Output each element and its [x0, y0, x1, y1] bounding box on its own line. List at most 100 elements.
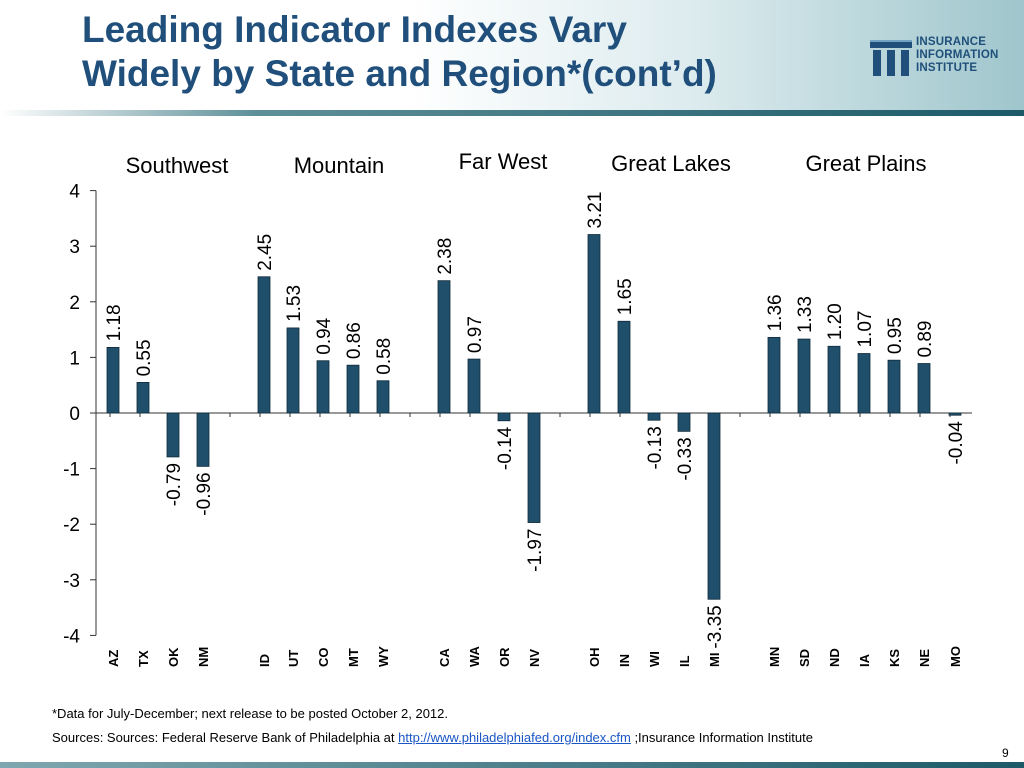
header-band — [0, 0, 1024, 112]
state-label: MI — [707, 653, 722, 667]
slide-title-line2: Widely by State and Region*(cont’d) — [82, 53, 717, 94]
state-label: IN — [617, 654, 632, 667]
footnote: *Data for July-December; next release to… — [52, 706, 448, 721]
state-label: SD — [797, 649, 812, 667]
data-label: 0.58 — [374, 338, 395, 375]
data-label: 0.55 — [134, 339, 155, 376]
state-label: AZ — [106, 650, 121, 667]
bar — [376, 380, 390, 414]
y-tick-label: -2 — [63, 515, 80, 536]
bar — [286, 327, 300, 414]
region-label: Mountain — [294, 153, 385, 178]
data-label: -3.35 — [705, 605, 726, 648]
data-label: -0.33 — [675, 437, 696, 480]
state-label: MN — [767, 647, 782, 667]
bar — [346, 364, 360, 414]
state-label: KS — [887, 649, 902, 667]
slide-title: Leading Indicator Indexes Vary Widely by… — [82, 8, 862, 96]
bar — [887, 359, 901, 414]
data-label: 1.36 — [765, 294, 786, 331]
data-label: 0.95 — [885, 317, 906, 354]
bar — [587, 234, 601, 414]
region-label: Great Plains — [805, 151, 926, 176]
state-label: MT — [346, 648, 361, 667]
state-label: NM — [196, 647, 211, 667]
state-label: WI — [647, 651, 662, 667]
region-label: Great Lakes — [611, 151, 731, 176]
sources-line: Sources: Sources: Federal Reserve Bank o… — [52, 730, 813, 745]
data-label: -0.96 — [194, 472, 215, 515]
bar — [917, 363, 931, 414]
data-label: 3.21 — [585, 192, 606, 229]
bar — [527, 412, 541, 523]
bar-chart: 4 3 2 1 0 -1 -2 -3 -4 Southwest 1.18 AZ 0.55 TX -0.79 O… — [63, 149, 972, 668]
data-label: -0.79 — [164, 463, 185, 506]
data-label: 1.20 — [825, 303, 846, 340]
bar — [857, 353, 871, 414]
data-label: 0.86 — [344, 322, 365, 359]
slide-title-line1: Leading Indicator Indexes Vary — [82, 9, 627, 50]
data-label: 1.07 — [855, 311, 876, 348]
state-label: WY — [376, 646, 391, 667]
state-label: IA — [857, 653, 872, 667]
bar — [437, 280, 451, 414]
y-tick-label: -4 — [63, 626, 80, 647]
bar — [136, 382, 150, 414]
state-label: ID — [257, 654, 272, 667]
data-label: 1.53 — [284, 285, 305, 322]
data-label: -1.97 — [525, 529, 546, 572]
state-label: NV — [527, 649, 542, 667]
y-tick-label: -1 — [63, 460, 80, 481]
data-label: 2.38 — [435, 238, 456, 275]
bar — [316, 360, 330, 414]
bar — [797, 338, 811, 414]
bar — [467, 358, 481, 414]
iii-logo-text: INSURANCE INFORMATION INSTITUTE — [916, 36, 998, 75]
sources-prefix: Sources: Sources: Federal Reserve Bank o… — [52, 730, 399, 745]
y-tick-label: -3 — [63, 571, 80, 592]
logo-line2: INFORMATION — [916, 49, 999, 61]
y-tick-label: 1 — [69, 348, 80, 369]
state-label: CO — [316, 648, 331, 668]
bar — [827, 345, 841, 414]
data-label: 2.45 — [255, 234, 276, 271]
y-tick-label: 3 — [69, 237, 80, 258]
bar — [106, 346, 120, 414]
bar — [257, 276, 271, 414]
state-label: IL — [677, 655, 692, 667]
data-label: 0.94 — [314, 317, 335, 354]
data-label: 0.97 — [465, 316, 486, 353]
state-label: WA — [467, 645, 482, 667]
logo-line1: INSURANCE — [916, 36, 987, 48]
footer-band — [0, 762, 1024, 768]
iii-logo: INSURANCE INFORMATION INSTITUTE — [868, 36, 1018, 80]
page-number: 9 — [1002, 746, 1009, 760]
bar — [617, 320, 631, 414]
state-label: CA — [437, 648, 452, 667]
data-label: -0.04 — [946, 421, 967, 465]
logo-line3: INSTITUTE — [916, 62, 978, 74]
bar — [677, 412, 691, 432]
data-label: -0.13 — [645, 426, 666, 469]
header-divider — [0, 110, 1024, 116]
y-tick-label: 2 — [69, 293, 80, 314]
region-label: Southwest — [126, 153, 229, 178]
bar — [196, 412, 210, 467]
state-label: OK — [166, 647, 181, 667]
state-label: ND — [827, 648, 842, 667]
bar — [767, 336, 781, 414]
region-label: Far West — [459, 149, 548, 174]
data-label: 1.18 — [104, 304, 125, 341]
data-label: 1.33 — [795, 296, 816, 333]
data-label: -0.14 — [495, 426, 516, 470]
y-tick-label: 4 — [69, 182, 80, 203]
iii-logo-icon — [870, 40, 912, 76]
state-label: OH — [587, 648, 602, 668]
bar — [707, 412, 721, 600]
y-tick-label: 0 — [69, 404, 80, 425]
state-label: OR — [497, 647, 512, 667]
sources-link[interactable]: http://www.philadelphiafed.org/index.cfm — [398, 730, 631, 745]
bar — [647, 412, 661, 421]
state-label: MO — [948, 646, 963, 667]
state-label: TX — [136, 650, 151, 667]
